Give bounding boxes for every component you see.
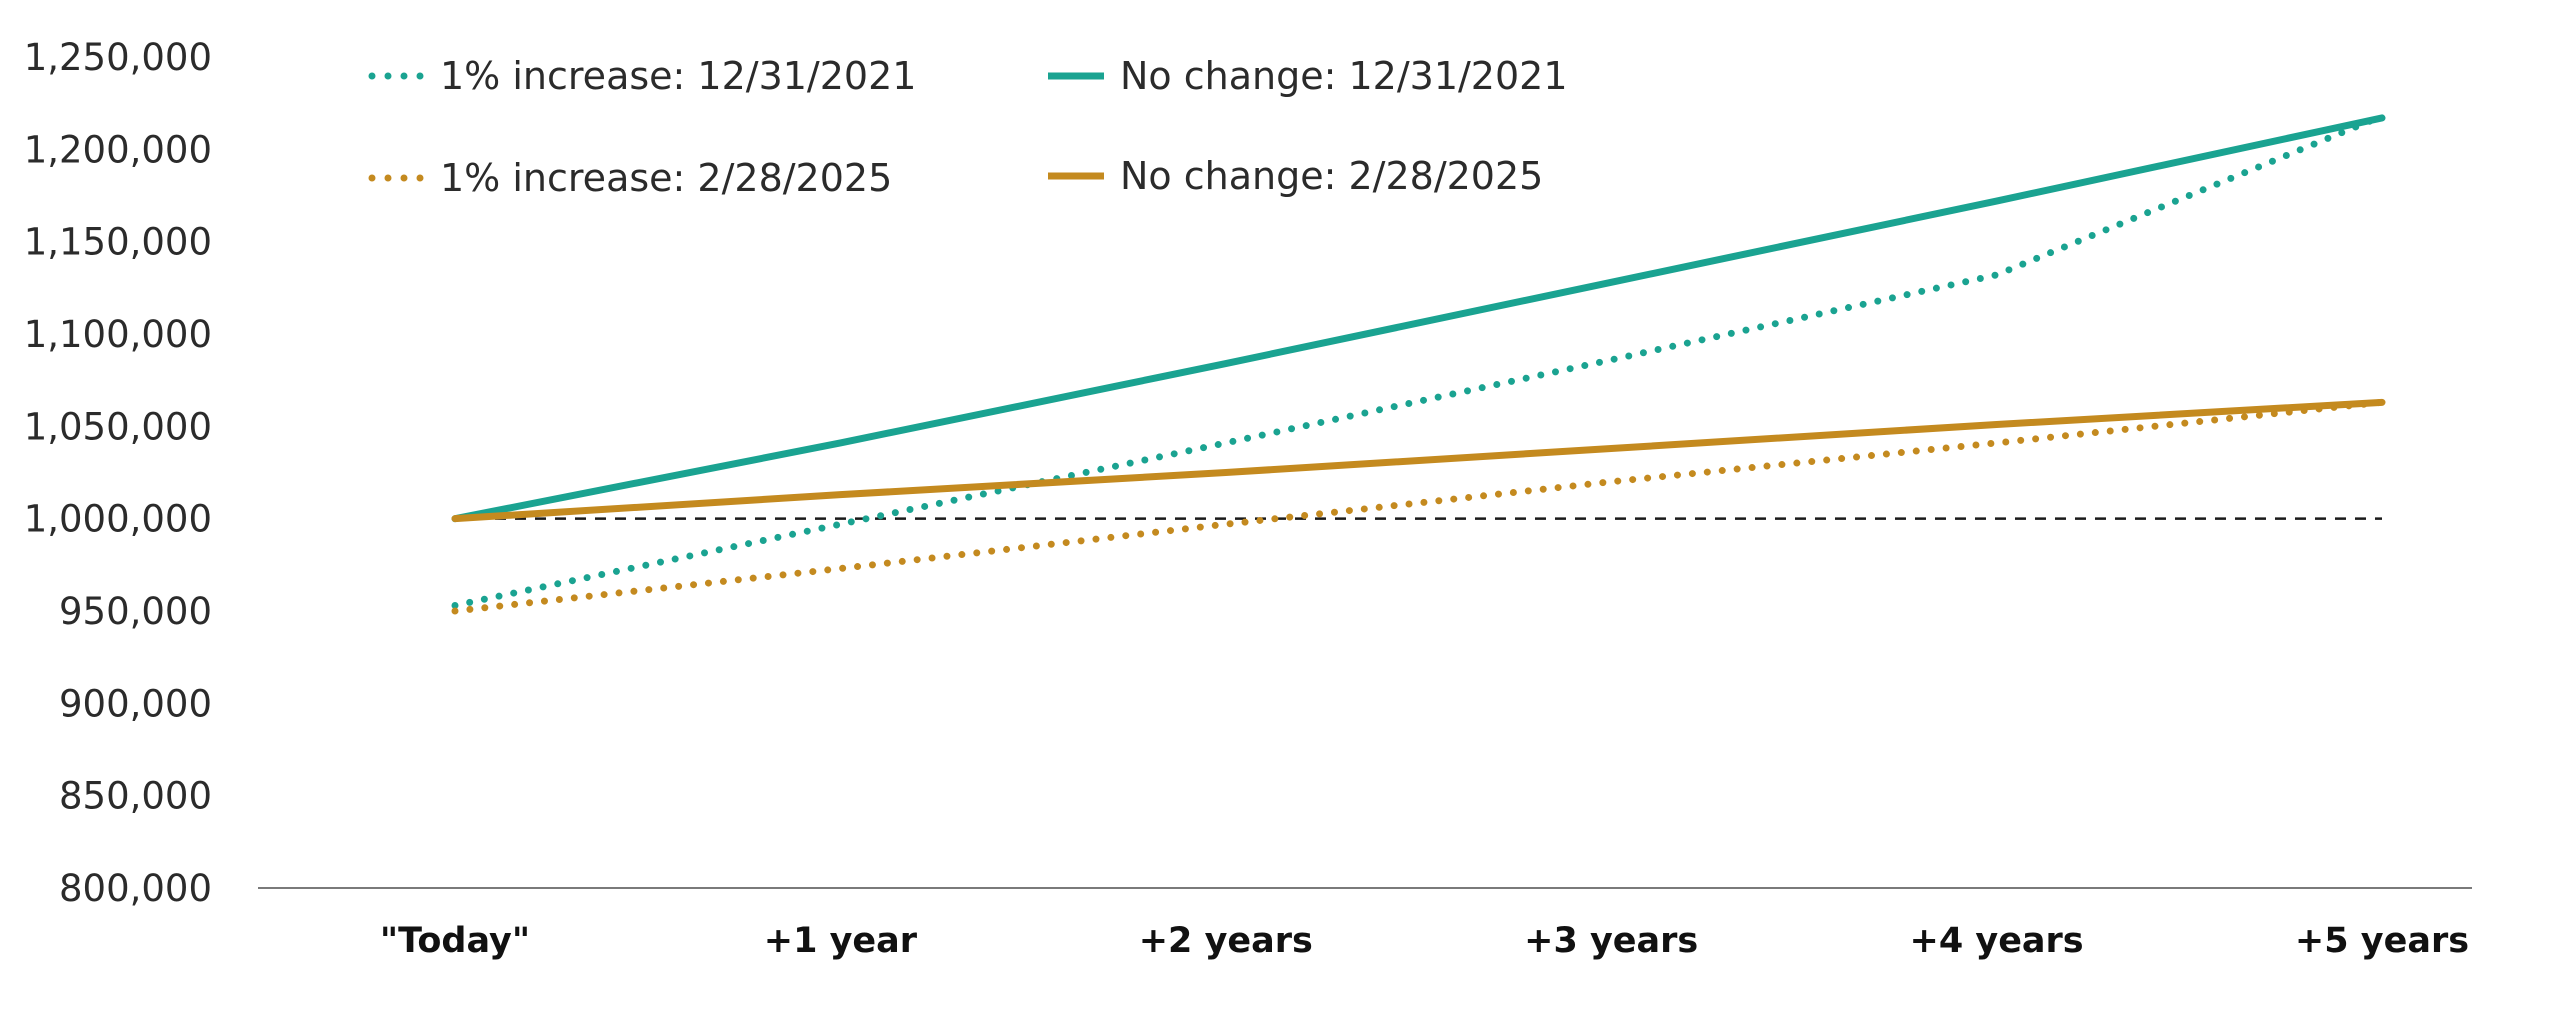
legend-item: No change: 12/31/2021 <box>1048 54 1568 98</box>
y-tick-label: 1,000,000 <box>24 498 212 541</box>
x-tick-label: +1 year <box>764 921 918 961</box>
legend-item: 1% increase: 12/31/2021 <box>368 54 916 98</box>
y-tick-label: 1,100,000 <box>24 313 212 356</box>
series-line <box>451 398 2386 615</box>
legend-label: 1% increase: 12/31/2021 <box>440 54 916 98</box>
x-tick-label: "Today" <box>380 921 530 961</box>
x-axis: "Today" +1 year +2 years +3 years +4 years +5… <box>258 887 2472 961</box>
legend-item: 1% increase: 2/28/2025 <box>368 156 892 200</box>
x-tick-label: +2 years <box>1139 921 1313 961</box>
y-tick-label: 1,250,000 <box>24 36 212 79</box>
y-tick-label: 950,000 <box>59 590 212 633</box>
x-tick-label: +3 years <box>1524 921 1698 961</box>
series-line <box>451 112 2386 609</box>
y-axis: 800,000 850,000 900,000 950,000 1,000,000 1,0… <box>24 36 212 910</box>
y-tick-label: 1,150,000 <box>24 221 212 264</box>
y-tick-label: 850,000 <box>59 775 212 818</box>
series-line <box>451 114 2386 523</box>
y-tick-label: 1,050,000 <box>24 405 212 448</box>
x-tick-label: +5 years <box>2295 921 2469 961</box>
legend-label: No change: 12/31/2021 <box>1120 54 1568 98</box>
legend: 1% increase: 12/31/2021 No change: 12/31/… <box>368 54 1568 200</box>
legend-item: No change: 2/28/2025 <box>1048 154 1543 198</box>
x-tick-label: +4 years <box>1910 921 2084 961</box>
plot-area <box>451 112 2386 615</box>
y-tick-label: 900,000 <box>59 682 212 725</box>
y-tick-label: 800,000 <box>59 867 212 910</box>
legend-label: 1% increase: 2/28/2025 <box>440 156 892 200</box>
series-line <box>451 398 2386 523</box>
legend-label: No change: 2/28/2025 <box>1120 154 1543 198</box>
y-tick-label: 1,200,000 <box>24 128 212 171</box>
